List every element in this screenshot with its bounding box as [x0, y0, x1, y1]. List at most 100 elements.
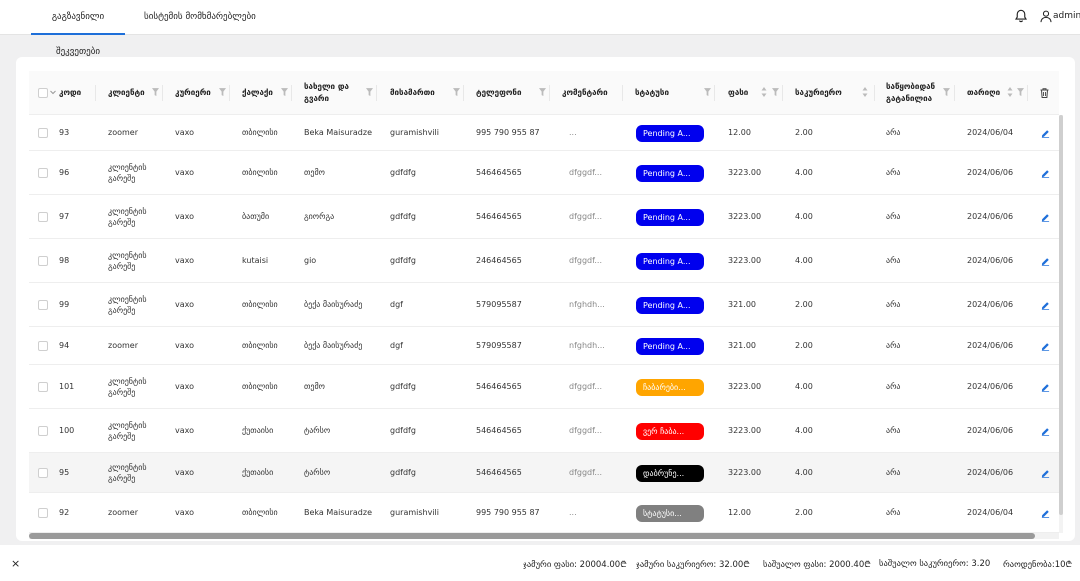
- cell-from-warehouse: არა: [886, 128, 901, 137]
- status-badge[interactable]: Pending A...: [636, 337, 704, 355]
- col-courier-fee[interactable]: საკურიერო: [795, 88, 842, 97]
- edit-icon[interactable]: [1041, 509, 1050, 518]
- col-price[interactable]: ფასი: [728, 88, 749, 97]
- cell-city: თბილისი: [242, 508, 278, 517]
- col-client[interactable]: კლიენტი: [108, 88, 145, 97]
- cell-phone: 579095587: [476, 341, 522, 350]
- horizontal-scroll-thumb[interactable]: [29, 533, 1035, 539]
- cell-comment: dfggdf...: [569, 382, 602, 391]
- status-badge[interactable]: Pending A...: [636, 164, 704, 182]
- status-badge[interactable]: სტატუსი...: [636, 504, 704, 522]
- table-row[interactable]: 99 კლიენტის გარეშე vaxo თბილისი ბექა მაისურაძ…: [29, 283, 1059, 327]
- cell-courier-fee: 2.00: [795, 128, 813, 137]
- edit-icon[interactable]: [1041, 427, 1050, 436]
- row-checkbox[interactable]: [38, 168, 48, 178]
- horizontal-scrollbar[interactable]: [29, 533, 1059, 539]
- row-checkbox[interactable]: [38, 256, 48, 266]
- cell-price: 3223.00: [728, 212, 762, 221]
- vertical-scrollbar[interactable]: [1059, 115, 1063, 533]
- cell-phone: 579095587: [476, 300, 522, 309]
- row-checkbox[interactable]: [38, 382, 48, 392]
- col-courier[interactable]: კურიერი: [175, 88, 211, 97]
- cell-phone: 546464565: [476, 168, 522, 177]
- row-checkbox[interactable]: [38, 426, 48, 436]
- cell-date: 2024/06/06: [967, 341, 1014, 350]
- edit-icon[interactable]: [1041, 301, 1050, 310]
- cell-courier: vaxo: [175, 168, 195, 177]
- status-badge[interactable]: ვერ ჩაბა...: [636, 422, 704, 440]
- col-status[interactable]: სტატუსი: [635, 88, 669, 97]
- trash-icon[interactable]: [1040, 88, 1049, 98]
- cell-address: gdfdfg: [390, 168, 416, 177]
- col-date[interactable]: თარიღი: [967, 88, 1001, 97]
- filter-icon[interactable]: [281, 88, 288, 96]
- edit-icon[interactable]: [1041, 213, 1050, 222]
- row-checkbox[interactable]: [38, 468, 48, 478]
- select-all-checkbox[interactable]: [38, 88, 48, 98]
- sort-icon[interactable]: [862, 86, 868, 98]
- col-comment[interactable]: კომენტარი: [562, 88, 608, 97]
- filter-icon[interactable]: [453, 88, 460, 96]
- status-badge[interactable]: Pending A...: [636, 296, 704, 314]
- filter-icon[interactable]: [539, 88, 546, 96]
- filter-icon[interactable]: [943, 88, 950, 96]
- col-full-name[interactable]: სახელი და გვარი: [304, 82, 349, 103]
- filter-icon[interactable]: [219, 88, 226, 96]
- username: admin: [1053, 11, 1080, 21]
- cell-comment: dfggdf...: [569, 168, 602, 177]
- status-badge[interactable]: Pending A...: [636, 252, 704, 270]
- edit-icon[interactable]: [1041, 129, 1050, 138]
- sort-icon[interactable]: [1007, 86, 1013, 98]
- user-menu[interactable]: admin: [1040, 9, 1080, 23]
- status-badge[interactable]: Pending A...: [636, 208, 704, 226]
- cell-code: 100: [59, 426, 75, 435]
- col-address[interactable]: მისამართი: [390, 88, 435, 97]
- filter-icon[interactable]: [1017, 88, 1024, 96]
- tab-system-users[interactable]: სისტემის მომხმარებლები: [144, 12, 256, 22]
- vertical-scroll-thumb[interactable]: [1059, 115, 1063, 515]
- col-city[interactable]: ქალაქი: [242, 88, 273, 97]
- status-badge[interactable]: დაბრუნე...: [636, 464, 704, 482]
- cell-courier-fee: 2.00: [795, 341, 813, 350]
- table-row[interactable]: 98 კლიენტის გარეშე vaxo kutaisi gio gdfdfg 2464…: [29, 239, 1059, 283]
- filter-icon[interactable]: [772, 88, 779, 96]
- table-row[interactable]: 93 zoomer vaxo თბილისი Beka Maisuradze gurami…: [29, 115, 1059, 151]
- bell-icon[interactable]: [1014, 9, 1028, 23]
- col-separator: [376, 85, 377, 101]
- row-checkbox[interactable]: [38, 128, 48, 138]
- edit-icon[interactable]: [1041, 383, 1050, 392]
- tab-sent-orders[interactable]: გაგზავნილი შეკვეთები: [31, 0, 125, 57]
- col-phone[interactable]: ტელეფონი: [476, 88, 522, 97]
- table-row[interactable]: 101 კლიენტის გარეშე vaxo თბილისი თემო gdfdfg 54…: [29, 365, 1059, 409]
- edit-icon[interactable]: [1041, 342, 1050, 351]
- edit-icon[interactable]: [1041, 169, 1050, 178]
- filter-icon[interactable]: [704, 88, 711, 96]
- status-badge[interactable]: ჩაბარები...: [636, 378, 704, 396]
- row-checkbox[interactable]: [38, 300, 48, 310]
- table-row[interactable]: 97 კლიენტის გარეშე vaxo ბათუმი გიორგა gdfdfg 54…: [29, 195, 1059, 239]
- cell-address: guramishvili: [390, 128, 439, 137]
- close-icon[interactable]: ×: [11, 557, 21, 570]
- row-checkbox[interactable]: [38, 212, 48, 222]
- sort-icon[interactable]: [761, 86, 767, 98]
- cell-city: თბილისი: [242, 128, 278, 137]
- chevron-down-icon[interactable]: [50, 90, 56, 95]
- table-row[interactable]: 95 კლიენტის გარეშე vaxo ქუთაისი ტარსო gdfdfg 54…: [29, 453, 1059, 493]
- edit-icon[interactable]: [1041, 469, 1050, 478]
- user-icon: [1040, 10, 1052, 22]
- table-row[interactable]: 92 zoomer vaxo თბილისი Beka Maisuradze gurami…: [29, 493, 1059, 533]
- filter-icon[interactable]: [152, 88, 159, 96]
- table-row[interactable]: 100 კლიენტის გარეშე vaxo ქუთაისი ტარსო gdfdfg 5…: [29, 409, 1059, 453]
- status-badge[interactable]: Pending A...: [636, 124, 704, 142]
- col-from-warehouse[interactable]: საწყობიდან გატანილია: [886, 82, 936, 103]
- table-row[interactable]: 94 zoomer vaxo თბილისი ბექა მაისურაძე dgf 5790…: [29, 327, 1059, 365]
- cell-date: 2024/06/04: [967, 128, 1014, 137]
- row-checkbox[interactable]: [38, 508, 48, 518]
- cell-comment: nfghdh...: [569, 341, 605, 350]
- edit-icon[interactable]: [1041, 257, 1050, 266]
- table-row[interactable]: 96 კლიენტის გარეშე vaxo თბილისი თემო gdfdfg 546…: [29, 151, 1059, 195]
- cell-courier: vaxo: [175, 341, 195, 350]
- filter-icon[interactable]: [366, 88, 373, 96]
- col-code[interactable]: კოდი: [59, 88, 82, 97]
- row-checkbox[interactable]: [38, 341, 48, 351]
